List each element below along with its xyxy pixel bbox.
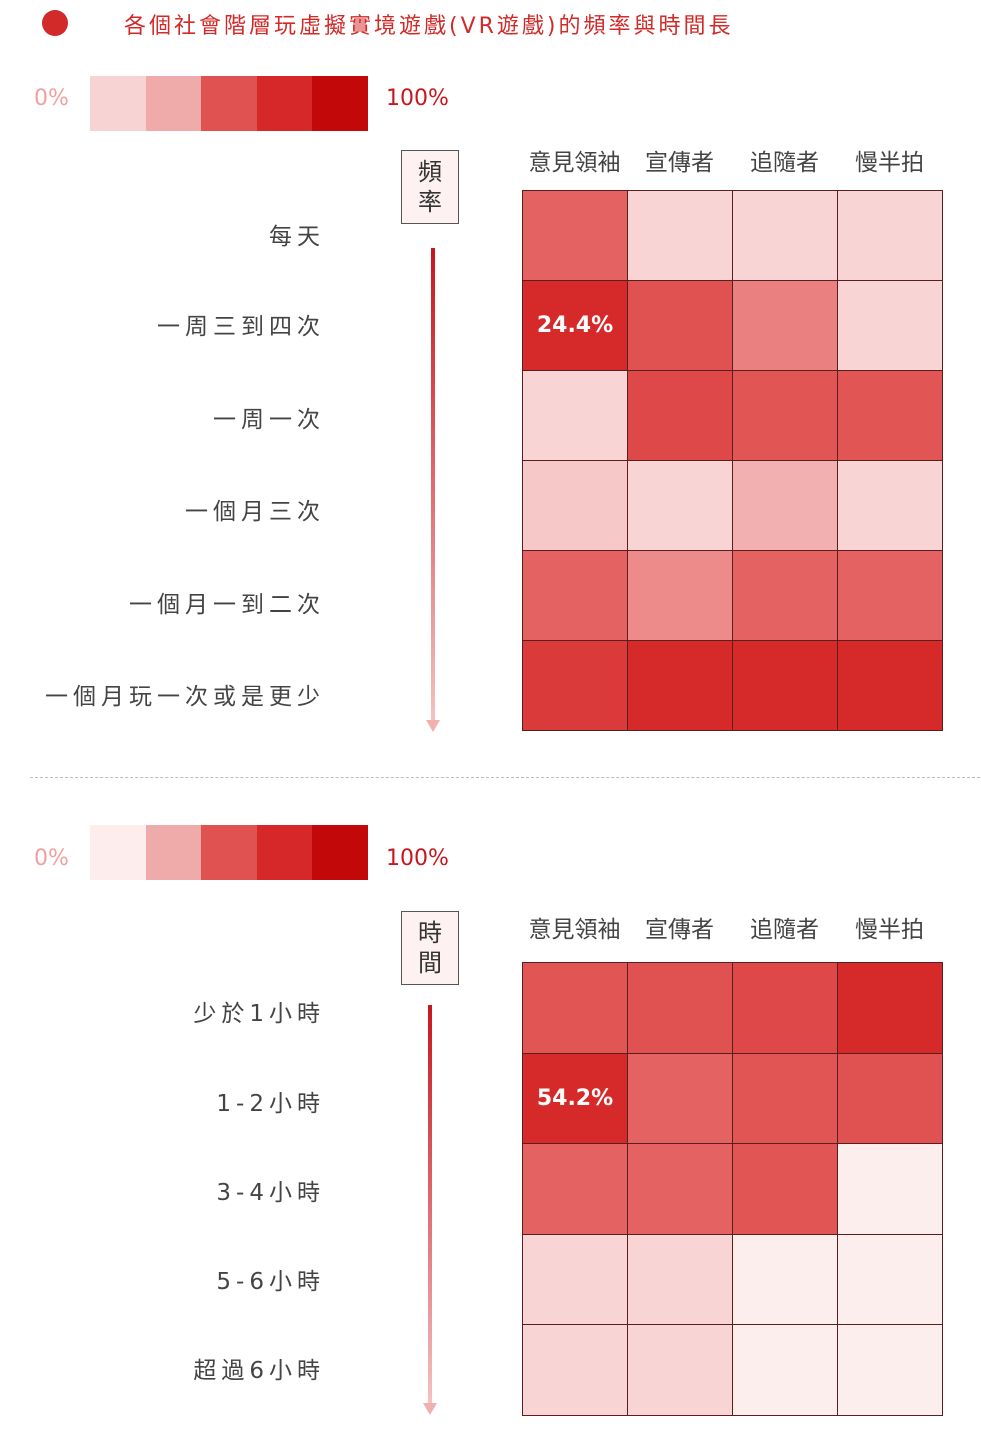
heatmap-cell: [523, 1234, 628, 1325]
legend-color-scale: [90, 76, 368, 131]
heatmap-cell: [838, 551, 943, 641]
heatmap-cell: [733, 1053, 838, 1144]
heatmap-cell: [523, 641, 628, 731]
page-title: 各個社會階層玩虛擬實境遊戲(VR遊戲)的頻率與時間長: [124, 14, 734, 39]
heatmap-grid: 54.2%: [522, 962, 943, 1416]
heatmap-cell: [628, 371, 733, 461]
heatmap-cell: [838, 461, 943, 551]
heatmap-cell: [838, 641, 943, 731]
axis-title-box: 時間: [401, 911, 459, 985]
heatmap-cell: [733, 551, 838, 641]
heatmap-cell: [628, 461, 733, 551]
heatmap-cell: [628, 641, 733, 731]
legend-swatch: [90, 76, 146, 131]
row-label: 5-6小時: [216, 1269, 325, 1295]
heatmap-cell: [838, 371, 943, 461]
heatmap-cell: [628, 963, 733, 1054]
cell-value-label: 54.2%: [536, 1085, 614, 1111]
heatmap-cell: [733, 461, 838, 551]
heatmap-cell: [733, 281, 838, 371]
row-label: 1-2小時: [216, 1091, 325, 1117]
row-label: 超過6小時: [193, 1358, 325, 1384]
legend-min-label: 0%: [34, 846, 69, 871]
legend-color-scale: [90, 825, 368, 880]
legend-swatch: [312, 825, 368, 880]
heatmap-cell: [523, 1325, 628, 1416]
heatmap-cell: [838, 1144, 943, 1235]
row-label: 一個月玩一次或是更少: [45, 684, 325, 710]
heatmap-grid: 24.4%: [522, 190, 943, 731]
row-label: 一周一次: [213, 407, 325, 433]
row-label: 3-4小時: [216, 1180, 325, 1206]
row-label: 一周三到四次: [157, 314, 325, 340]
heatmap-cell: [838, 281, 943, 371]
heatmap-cell: [628, 1053, 733, 1144]
heatmap-cell: [733, 1144, 838, 1235]
column-label: 宣傳者: [645, 917, 714, 943]
legend-swatch: [256, 825, 313, 880]
legend-max-label: 100%: [386, 86, 449, 111]
heatmap-cell: [733, 1234, 838, 1325]
row-label: 每天: [269, 224, 325, 250]
heatmap-cell: 54.2%: [523, 1053, 628, 1144]
heatmap-cell: [838, 1325, 943, 1416]
column-label: 意見領袖: [528, 917, 621, 943]
legend-swatch: [256, 76, 313, 131]
heatmap-cell: [628, 1234, 733, 1325]
heatmap-cell: [628, 281, 733, 371]
heatmap-cell: [523, 1144, 628, 1235]
heatmap-cell: [733, 371, 838, 461]
legend-max-label: 100%: [386, 846, 449, 871]
row-label: 一個月三次: [185, 499, 325, 525]
heatmap-cell: [838, 1234, 943, 1325]
heatmap-cell: [733, 1325, 838, 1416]
column-label: 意見領袖: [528, 150, 621, 176]
heatmap-cell: [523, 963, 628, 1054]
heatmap-cell: [733, 191, 838, 281]
heatmap-cell: 24.4%: [523, 281, 628, 371]
row-label: 一個月一到二次: [129, 592, 325, 618]
heatmap-cell: [523, 191, 628, 281]
legend-swatch: [90, 825, 146, 880]
heatmap-cell: [628, 551, 733, 641]
down-arrow-icon: [423, 1005, 437, 1417]
legend-swatch: [145, 76, 202, 131]
down-arrow-icon: [426, 248, 440, 734]
section-divider: [30, 777, 980, 778]
cell-value-label: 24.4%: [536, 313, 614, 338]
heatmap-cell: [838, 963, 943, 1054]
legend-swatch: [312, 76, 368, 131]
heatmap-cell: [523, 461, 628, 551]
heatmap-cell: [628, 191, 733, 281]
heatmap-cell: [628, 1144, 733, 1235]
heatmap-cell: [838, 1053, 943, 1144]
axis-title-box: 頻率: [401, 150, 459, 224]
legend-swatch: [201, 76, 257, 131]
heatmap-cell: [733, 641, 838, 731]
row-label: 少於1小時: [193, 1001, 325, 1027]
heatmap-cell: [523, 371, 628, 461]
column-label: 慢半拍: [855, 150, 924, 176]
heatmap-cell: [628, 1325, 733, 1416]
heatmap-cell: [838, 191, 943, 281]
column-label: 追隨者: [750, 150, 819, 176]
column-label: 慢半拍: [855, 917, 924, 943]
title-bullet-icon: [42, 10, 68, 36]
legend-swatch: [201, 825, 257, 880]
column-label: 宣傳者: [645, 150, 714, 176]
legend-swatch: [145, 825, 202, 880]
heatmap-cell: [733, 963, 838, 1054]
heatmap-cell: [523, 551, 628, 641]
column-label: 追隨者: [750, 917, 819, 943]
legend-min-label: 0%: [34, 86, 69, 111]
